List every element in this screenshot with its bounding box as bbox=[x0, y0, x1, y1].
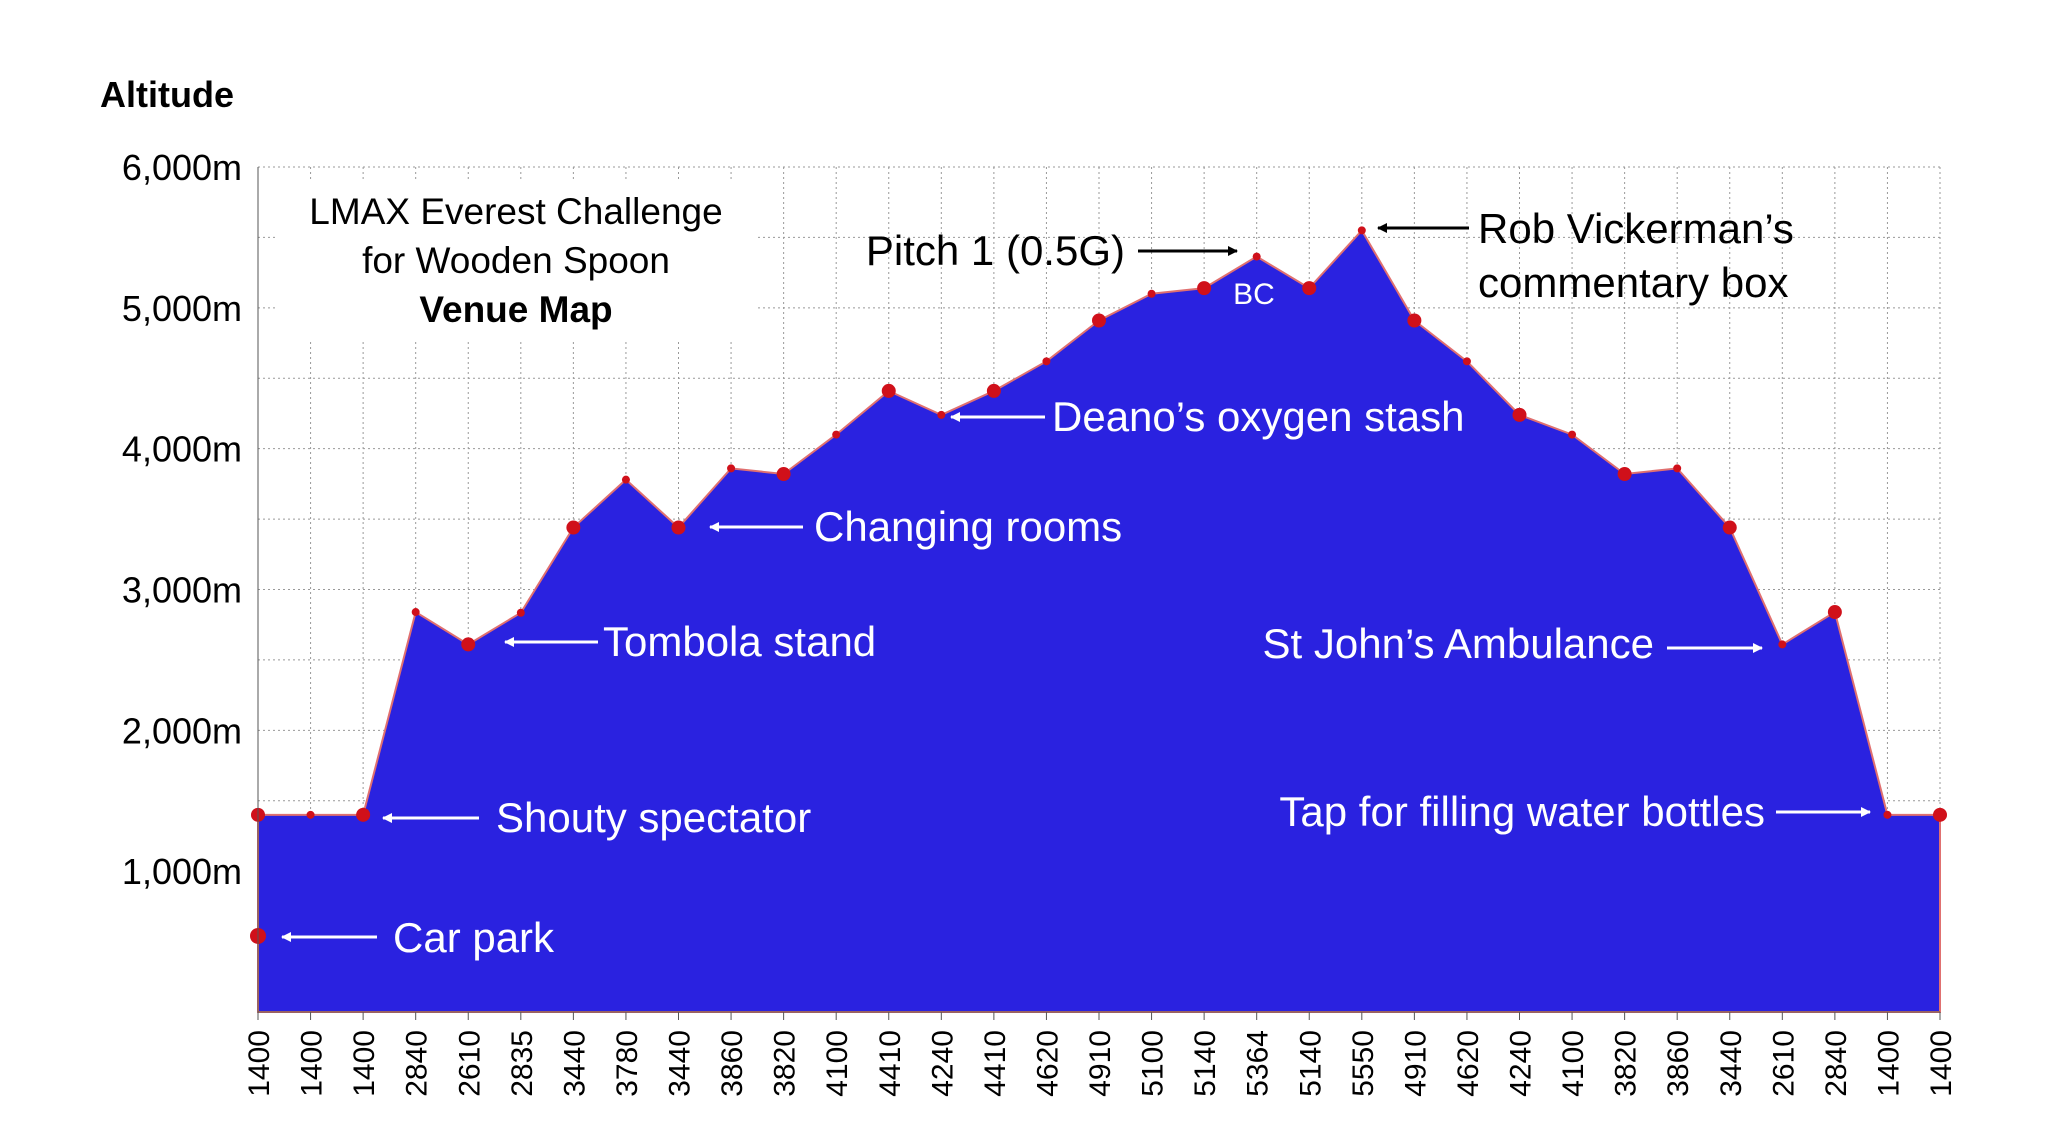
data-point bbox=[937, 410, 946, 419]
data-point bbox=[516, 608, 525, 617]
data-point bbox=[881, 383, 896, 398]
data-point bbox=[727, 464, 736, 473]
x-tick-label: 3440 bbox=[1715, 1030, 1748, 1097]
data-point bbox=[566, 520, 581, 535]
data-point bbox=[621, 475, 630, 484]
data-point bbox=[1617, 467, 1632, 482]
annotation-label: Tap for filling water bottles bbox=[1279, 788, 1765, 835]
annotation-label: Tombola stand bbox=[603, 618, 876, 665]
x-tick-label: 5550 bbox=[1347, 1030, 1380, 1097]
data-point bbox=[1357, 226, 1366, 235]
chart-title-line-3: Venue Map bbox=[419, 289, 612, 330]
data-point bbox=[306, 810, 315, 819]
data-point bbox=[1778, 640, 1787, 649]
data-point bbox=[1883, 810, 1892, 819]
x-axis: 1400 1400 1400 2840 2610 2835 3440 3780 3440 3860… bbox=[243, 1011, 1958, 1097]
data-point bbox=[1933, 807, 1947, 822]
y-tick-label: 6,000m bbox=[122, 147, 242, 188]
x-tick-label: 3440 bbox=[558, 1030, 591, 1097]
data-point bbox=[461, 637, 476, 652]
x-tick-label: 2835 bbox=[506, 1030, 539, 1097]
annotations: Car park Shouty spectator Tombola stand Cha… bbox=[281, 205, 1871, 961]
annotation-label: Deano’s oxygen stash bbox=[1052, 393, 1465, 440]
data-point bbox=[671, 520, 686, 535]
annotation-label: Shouty spectator bbox=[496, 794, 811, 841]
data-point bbox=[1302, 281, 1317, 296]
x-tick-label: 1400 bbox=[1872, 1030, 1905, 1097]
annotation-label: Pitch 1 (0.5G) bbox=[866, 227, 1125, 274]
annotation-label: Changing rooms bbox=[814, 503, 1122, 550]
data-point bbox=[776, 467, 791, 482]
data-point bbox=[986, 383, 1001, 398]
x-tick-label: 3820 bbox=[769, 1030, 802, 1097]
annotation-label: BC bbox=[1233, 278, 1275, 311]
data-point bbox=[1462, 357, 1471, 366]
x-tick-label: 5140 bbox=[1189, 1030, 1222, 1097]
x-tick-label: 4410 bbox=[979, 1030, 1012, 1097]
x-tick-label: 2840 bbox=[401, 1030, 434, 1097]
chart-title-line-2: for Wooden Spoon bbox=[362, 240, 670, 281]
x-tick-label: 1400 bbox=[243, 1030, 276, 1097]
x-tick-label: 5364 bbox=[1242, 1030, 1275, 1097]
annotation-label: Car park bbox=[393, 914, 555, 961]
x-tick-label: 1400 bbox=[296, 1030, 329, 1097]
area-series bbox=[257, 228, 1941, 1013]
x-tick-label: 2610 bbox=[453, 1030, 486, 1097]
data-point bbox=[1568, 430, 1577, 439]
data-point bbox=[1722, 520, 1737, 535]
data-point bbox=[1407, 313, 1422, 328]
data-point bbox=[1827, 605, 1842, 620]
data-point bbox=[1512, 407, 1527, 422]
x-tick-label: 2840 bbox=[1820, 1030, 1853, 1097]
x-tick-label: 5100 bbox=[1137, 1030, 1170, 1097]
x-tick-label: 3860 bbox=[1662, 1030, 1695, 1097]
x-tick-label: 4620 bbox=[1452, 1030, 1485, 1097]
y-tick-label: 5,000m bbox=[122, 288, 242, 329]
x-tick-label: 4240 bbox=[1505, 1030, 1538, 1097]
data-point bbox=[411, 608, 420, 617]
x-tick-label: 4100 bbox=[821, 1030, 854, 1097]
x-tick-label: 3860 bbox=[716, 1030, 749, 1097]
annotation-label: commentary box bbox=[1478, 259, 1788, 306]
data-points bbox=[250, 226, 1947, 944]
x-tick-label: 3780 bbox=[611, 1030, 644, 1097]
x-tick-label: 4240 bbox=[926, 1030, 959, 1097]
x-tick-label: 2610 bbox=[1767, 1030, 1800, 1097]
data-point bbox=[1042, 357, 1051, 366]
area-fill bbox=[257, 228, 1941, 1013]
x-tick-label: 4910 bbox=[1084, 1030, 1117, 1097]
x-tick-label: 1400 bbox=[348, 1030, 381, 1097]
y-axis: 1,000m 2,000m 3,000m 4,000m 5,000m 6,000m bbox=[122, 147, 259, 1012]
x-tick-label: 4620 bbox=[1031, 1030, 1064, 1097]
x-tick-label: 4910 bbox=[1399, 1030, 1432, 1097]
y-axis-label: Altitude bbox=[100, 74, 234, 115]
y-tick-label: 4,000m bbox=[122, 429, 242, 470]
annotation-label: St John’s Ambulance bbox=[1263, 620, 1654, 667]
data-point bbox=[356, 807, 371, 822]
x-tick-label: 5140 bbox=[1294, 1030, 1327, 1097]
x-tick-label: 1400 bbox=[1925, 1030, 1958, 1097]
chart-title-line-1: LMAX Everest Challenge bbox=[309, 191, 722, 232]
data-point bbox=[1092, 313, 1106, 328]
x-tick-label: 4410 bbox=[874, 1030, 907, 1097]
data-point bbox=[832, 430, 841, 439]
data-point bbox=[1147, 289, 1156, 298]
title-box bbox=[275, 180, 755, 340]
x-tick-label: 4100 bbox=[1557, 1030, 1590, 1097]
y-tick-label: 1,000m bbox=[122, 851, 242, 892]
annotation-label: Rob Vickerman’s bbox=[1478, 205, 1794, 252]
y-tick-label: 2,000m bbox=[122, 710, 242, 751]
x-tick-label: 3820 bbox=[1610, 1030, 1643, 1097]
data-point bbox=[1197, 281, 1212, 296]
data-point bbox=[1252, 252, 1261, 261]
x-tick-label: 3440 bbox=[664, 1030, 697, 1097]
data-point bbox=[1673, 464, 1682, 473]
y-tick-label: 3,000m bbox=[122, 570, 242, 611]
